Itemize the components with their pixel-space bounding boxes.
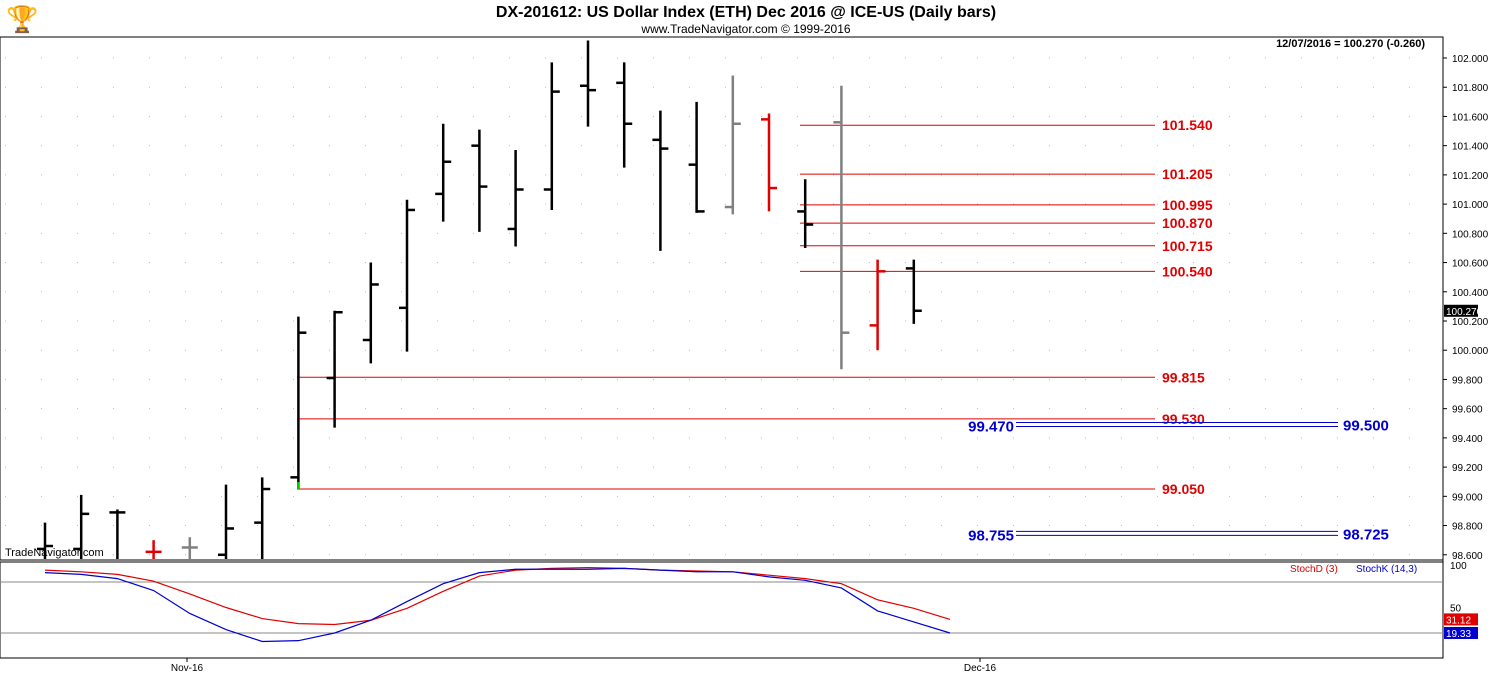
resistance-label: 100.540 (1162, 263, 1213, 279)
y-tick-label: 100.000 (1452, 346, 1489, 357)
stoch-line (44, 566, 951, 626)
watermark: TradeNavigator.com (5, 547, 104, 559)
y-tick-label: 99.600 (1452, 405, 1483, 416)
y-tick-label: 101.600 (1452, 112, 1489, 123)
resistance-label: 100.715 (1162, 238, 1213, 254)
price-axis: 102.000 101.800 101.600 101.400 101.200 101.0… (1443, 54, 1489, 562)
stoch-last-box (1444, 627, 1478, 639)
y-tick-label: 99.200 (1452, 463, 1483, 474)
stoch-last-label: 31.12 (1446, 615, 1471, 626)
stoch-panel-frame (0, 561, 1444, 659)
stoch-y-tick: 50 (1450, 604, 1462, 615)
y-tick-label: 98.600 (1452, 551, 1483, 562)
stoch-y-tick: 100 (1450, 561, 1467, 572)
y-tick-label: 99.800 (1452, 375, 1483, 386)
support-label-right: 98.725 (1343, 526, 1389, 543)
resistance-label: 101.205 (1162, 166, 1213, 182)
resistance-label: 99.530 (1162, 411, 1205, 427)
price-bars (37, 40, 922, 559)
support-resistance-levels: 101.540 101.205 100.995 100.870 100.715 100.5… (297, 117, 1389, 544)
stoch-last-label: 19.33 (1446, 629, 1471, 640)
resistance-label: 100.995 (1162, 197, 1213, 213)
resistance-label: 100.870 (1162, 215, 1213, 231)
y-tick-label: 101.400 (1452, 142, 1489, 153)
chart-subtitle: www.TradeNavigator.com © 1999-2016 (640, 22, 850, 36)
resistance-label: 99.815 (1162, 369, 1205, 385)
stoch-line (44, 567, 951, 643)
resistance-label: 101.540 (1162, 117, 1213, 133)
y-tick-label: 99.400 (1452, 434, 1483, 445)
x-tick-label: Dec-16 (964, 663, 997, 674)
date-axis: Nov-16 Dec-16 (171, 658, 997, 674)
y-tick-label: 99.000 (1452, 492, 1483, 503)
stoch-d-legend: StochD (3) (1290, 564, 1338, 575)
y-tick-label: 98.800 (1452, 522, 1483, 533)
last-quote: 12/07/2016 = 100.270 (-0.260) (1276, 38, 1425, 50)
resistance-label: 99.050 (1162, 481, 1205, 497)
y-tick-label: 100.200 (1452, 317, 1489, 328)
y-tick-label: 102.000 (1452, 54, 1489, 65)
logo: 🏆 (6, 4, 38, 34)
y-tick-label: 101.800 (1452, 83, 1489, 94)
last-price-box (1444, 304, 1478, 317)
stoch-last-box (1444, 613, 1478, 626)
y-tick-label: 100.400 (1452, 288, 1489, 299)
x-tick-label: Nov-16 (171, 663, 204, 674)
price-panel-frame (0, 36, 1444, 561)
y-tick-label: 101.000 (1452, 200, 1489, 211)
chart-title: DX-201612: US Dollar Index (ETH) Dec 201… (496, 4, 996, 21)
support-label-right: 99.500 (1343, 417, 1389, 434)
trophy-icon: 🏆 (6, 4, 38, 34)
stoch-k-legend: StochK (14,3) (1356, 564, 1417, 575)
support-label-left: 98.755 (968, 527, 1014, 544)
last-price-label: 100.270 (1446, 307, 1483, 318)
y-tick-label: 100.800 (1452, 229, 1489, 240)
y-tick-label: 100.600 (1452, 259, 1489, 270)
support-label-left: 99.470 (968, 418, 1014, 435)
y-tick-label: 101.200 (1452, 171, 1489, 182)
